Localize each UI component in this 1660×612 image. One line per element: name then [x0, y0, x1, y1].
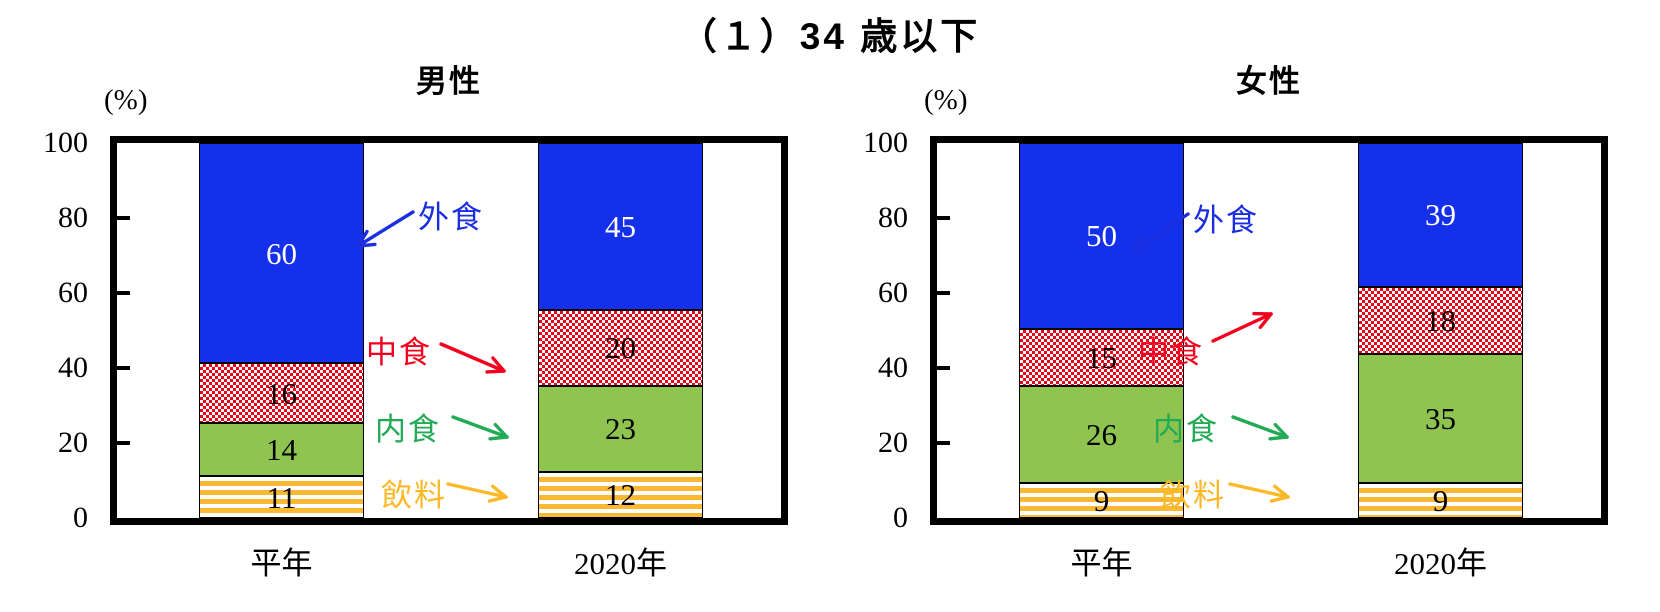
segment-value-label: 35: [1425, 401, 1456, 437]
segment-value-label: 60: [266, 235, 297, 271]
legend-label-外食: 外食: [1193, 203, 1259, 238]
y-tick-label: 80: [878, 201, 908, 234]
bar-segment-内食: 14: [199, 423, 364, 477]
bar-segment-中食: 15: [1019, 328, 1184, 386]
segment-value-label: 20: [605, 330, 636, 366]
bar-segment-飲料: 9: [1019, 482, 1184, 518]
bar-segment-内食: 35: [1358, 354, 1523, 484]
y-tick-label: 60: [58, 276, 88, 309]
bar-segment-外食: 60: [199, 143, 364, 364]
plot-frame: [930, 136, 1608, 525]
y-tick-label: 80: [58, 201, 88, 234]
y-tick-label: 0: [893, 501, 908, 534]
y-tick-mark: [937, 291, 950, 295]
bar-segment-外食: 39: [1358, 143, 1523, 287]
x-category-label: 2020年: [574, 546, 667, 581]
chart-subtitle: 男性: [416, 64, 482, 99]
segment-value-label: 15: [1086, 339, 1117, 375]
y-tick-mark: [937, 216, 950, 220]
segment-value-label: 11: [266, 479, 297, 515]
y-tick-label: 100: [863, 126, 908, 159]
bar-segment-内食: 26: [1019, 385, 1184, 483]
stacked-bar-2020年: 9 35 18 39: [1358, 143, 1523, 518]
y-tick-label: 20: [878, 426, 908, 459]
y-tick-label: 40: [878, 351, 908, 384]
y-tick-mark: [117, 291, 130, 295]
bar-segment-外食: 50: [1019, 143, 1184, 329]
y-tick-label: 60: [878, 276, 908, 309]
y-tick-label: 40: [58, 351, 88, 384]
y-tick-label: 20: [58, 426, 88, 459]
segment-value-label: 50: [1086, 218, 1117, 254]
segment-value-label: 26: [1086, 416, 1117, 452]
legend-label-内食: 内食: [1153, 412, 1219, 447]
bar-segment-中食: 20: [538, 310, 703, 386]
y-tick-mark: [937, 366, 950, 370]
segment-value-label: 45: [605, 209, 636, 245]
bar-segment-内食: 23: [538, 385, 703, 472]
legend-label-中食: 中食: [366, 335, 432, 370]
bar-segment-中食: 18: [1358, 286, 1523, 355]
bar-segment-飲料: 12: [538, 471, 703, 518]
y-tick-mark: [117, 441, 130, 445]
segment-value-label: 23: [605, 411, 636, 447]
stacked-bar-2020年: 12 23 20 45: [538, 142, 703, 518]
segment-value-label: 9: [1093, 482, 1110, 518]
x-category-label: 平年: [250, 546, 313, 581]
chart-panel-female: 女性 (%) 100 80 60 40 20 0 9 26 15 50 平年 9 35 18 39 2020年…: [820, 0, 1650, 612]
segment-value-label: 18: [1425, 302, 1456, 338]
legend-label-外食: 外食: [418, 200, 484, 235]
legend-label-飲料: 飲料: [1160, 478, 1226, 513]
y-tick-mark: [117, 216, 130, 220]
bar-segment-外食: 45: [538, 142, 703, 311]
y-axis-unit-label: (%): [924, 84, 968, 116]
plot-frame: [110, 136, 788, 525]
y-tick-mark: [937, 441, 950, 445]
segment-value-label: 14: [266, 432, 297, 468]
y-axis-unit-label: (%): [104, 84, 148, 116]
chart-panel-male: 男性 (%) 100 80 60 40 20 0 11 14 16 60 平年 12 23 20 45 202…: [43, 64, 788, 581]
x-category-label: 2020年: [1394, 546, 1487, 581]
y-tick-label: 100: [43, 126, 88, 159]
legend-label-飲料: 飲料: [381, 478, 447, 513]
x-category-label: 平年: [1070, 546, 1133, 581]
chart-subtitle: 女性: [1236, 64, 1302, 99]
bar-segment-飲料: 11: [199, 476, 364, 518]
segment-value-label: 16: [266, 375, 297, 411]
figure-title: （１）34 歳以下: [679, 16, 981, 57]
legend-label-内食: 内食: [375, 412, 441, 447]
legend-label-中食: 中食: [1138, 335, 1204, 370]
segment-value-label: 9: [1432, 483, 1449, 519]
y-tick-mark: [117, 366, 130, 370]
segment-value-label: 39: [1425, 197, 1456, 233]
bar-segment-中食: 16: [199, 363, 364, 424]
bar-segment-飲料: 9: [1358, 483, 1523, 518]
segment-value-label: 12: [605, 477, 636, 513]
y-tick-label: 0: [73, 501, 88, 534]
stacked-bar-平年: 11 14 16 60: [199, 143, 364, 518]
